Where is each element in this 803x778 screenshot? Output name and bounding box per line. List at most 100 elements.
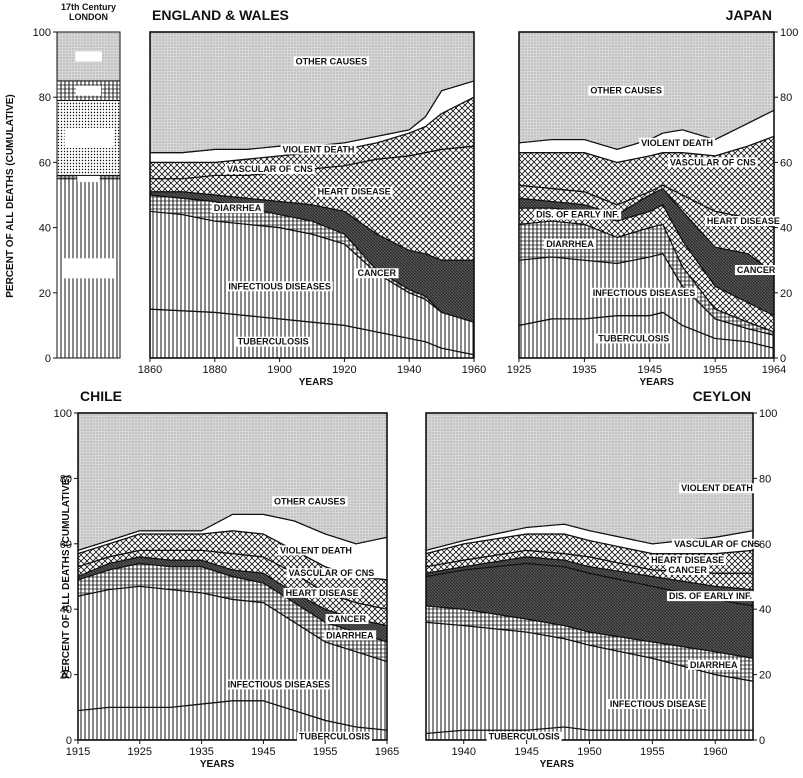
series-label-bg: [486, 731, 562, 742]
x-tick-label: 1925: [507, 364, 531, 376]
x-tick-label: 1920: [332, 364, 356, 376]
series-label-cancer: CANCER: [328, 614, 367, 624]
y-tick-label: 80: [39, 92, 51, 104]
series-label-bg: [639, 137, 716, 148]
series-label-bg: [355, 268, 399, 279]
series-label-bg: [293, 56, 370, 67]
series-label-infectious-disease: INFECTIOUS DISEASE: [610, 699, 707, 709]
y-tick-label: 100: [54, 408, 72, 420]
y-tick-label: 100: [780, 27, 798, 39]
series-label-bg: [286, 568, 377, 579]
series-label-bg: [225, 679, 333, 690]
series-label-bg: [734, 264, 778, 275]
y-tick-label: 40: [759, 604, 771, 616]
series-label-dis-of-early-inf: DIS. OF EARLY INF.: [536, 210, 619, 220]
series-label-bg: [649, 555, 727, 566]
series-label-vascular-of-cns: VASCULAR OF CNS: [670, 157, 756, 167]
x-tick-label: 1940: [451, 746, 475, 758]
y-tick-label: 60: [759, 539, 771, 551]
series-label-violent-death: VIOLENT DEATH: [280, 545, 352, 555]
series-label-diarrhea: DIARRHEA: [214, 203, 262, 213]
series-label-diarrhea: DIARRHEA: [326, 630, 374, 640]
y-tick-label: 40: [39, 223, 51, 235]
series-label-dis-of-early-inf: DIS. OF EARLY INF.: [669, 591, 752, 601]
series-label-vascular-of-cns: VASCULAR OF CNS: [227, 164, 313, 174]
series-label-bg: [325, 614, 369, 625]
y-tick-label: 20: [39, 288, 51, 300]
series-label-infectious-diseases: INFECTIOUS DISEASES: [593, 288, 696, 298]
series-label-vascular-of-cns: VASCULAR OF CNS: [674, 539, 760, 549]
series-label-bg: [271, 496, 348, 507]
x-tick-label: 1925: [128, 746, 152, 758]
series-label-bg: [280, 144, 357, 155]
series-label-tuberculosis: TUBERCULOSIS: [299, 732, 370, 742]
x-tick-label: 1935: [189, 746, 213, 758]
y-tick-label: 80: [60, 473, 72, 485]
y-tick-label: 0: [759, 735, 765, 747]
chart-panels: Infectious &DiarrheaNutr.Maternal &Infan…: [33, 2, 799, 770]
panel-title: ENGLAND & WALES: [152, 7, 289, 23]
panel-title-line: LONDON: [69, 12, 108, 22]
band-label-bg-nutr: [77, 172, 100, 183]
series-label-bg: [324, 630, 377, 641]
y-tick-label: 40: [780, 223, 792, 235]
series-label-other-causes: OTHER CAUSES: [590, 86, 662, 96]
x-tick-label: 1950: [577, 746, 601, 758]
y-tick-label: 100: [33, 27, 51, 39]
x-tick-label: 1900: [267, 364, 291, 376]
series-label-violent-death: VIOLENT DEATH: [681, 483, 753, 493]
series-label-bg: [667, 157, 758, 168]
band-label-bg-heart: [75, 85, 102, 96]
series-label-other-causes: OTHER CAUSES: [296, 56, 368, 66]
series-label-bg: [235, 336, 311, 347]
series-label-cancer: CANCER: [668, 565, 707, 575]
series-label-heart-disease: HEART DISEASE: [318, 187, 391, 197]
x-tick-label: 1965: [375, 746, 399, 758]
x-tick-label: 1955: [640, 746, 664, 758]
x-tick-label: 1955: [703, 364, 727, 376]
y-axis-label-bottom: PERCENT OF ALL DEATHS (CUMULATIVE): [61, 475, 72, 679]
series-label-bg: [224, 163, 315, 174]
y-tick-label: 80: [780, 92, 792, 104]
band-label-bg-maternal-infant: [64, 127, 114, 148]
series-label-bg: [607, 699, 709, 710]
x-tick-label: 1945: [251, 746, 275, 758]
panel-ceylon: TUBERCULOSIS INFECTIOUS DISEASE DIARRHEA DI…: [425, 388, 777, 770]
series-label-cancer: CANCER: [737, 265, 776, 275]
x-axis-label: YEARS: [200, 759, 235, 770]
x-tick-label: 1945: [514, 746, 538, 758]
series-label-diarrhea: DIARRHEA: [690, 660, 738, 670]
x-axis-label: YEARS: [299, 377, 334, 388]
series-label-tuberculosis: TUBERCULOSIS: [489, 732, 560, 742]
y-tick-label: 80: [759, 473, 771, 485]
series-label-bg: [278, 545, 354, 556]
plot-frame: [149, 31, 475, 359]
band-label-bg-infectious-diarrhea: [61, 258, 116, 279]
y-tick-label: 20: [60, 670, 72, 682]
x-tick-label: 1860: [138, 364, 162, 376]
series-label-bg: [588, 85, 664, 96]
panel-title: CEYLON: [693, 388, 751, 404]
series-label-other-causes: OTHER CAUSES: [274, 496, 346, 506]
y-tick-label: 0: [66, 735, 72, 747]
y-tick-label: 60: [780, 157, 792, 169]
y-tick-label: 40: [60, 604, 72, 616]
y-tick-label: 60: [39, 157, 51, 169]
series-label-violent-death: VIOLENT DEATH: [641, 138, 713, 148]
series-label-tuberculosis: TUBERCULOSIS: [238, 337, 309, 347]
x-tick-label: 1964: [762, 364, 786, 376]
series-label-bg: [688, 659, 741, 670]
series-label-infectious-diseases: INFECTIOUS DISEASES: [228, 281, 331, 291]
series-label-bg: [590, 287, 698, 298]
y-tick-label: 0: [780, 353, 786, 365]
series-label-heart-disease: HEART DISEASE: [707, 216, 780, 226]
panel-17th-century-london: Infectious &DiarrheaNutr.Maternal &Infan…: [33, 2, 121, 365]
series-label-diarrhea: DIARRHEA: [546, 239, 594, 249]
y-tick-label: 20: [759, 670, 771, 682]
series-label-bg: [296, 731, 372, 742]
series-label-bg: [666, 564, 710, 575]
x-tick-label: 1940: [397, 364, 421, 376]
plot-frame: [518, 31, 775, 359]
series-label-cancer: CANCER: [358, 268, 397, 278]
